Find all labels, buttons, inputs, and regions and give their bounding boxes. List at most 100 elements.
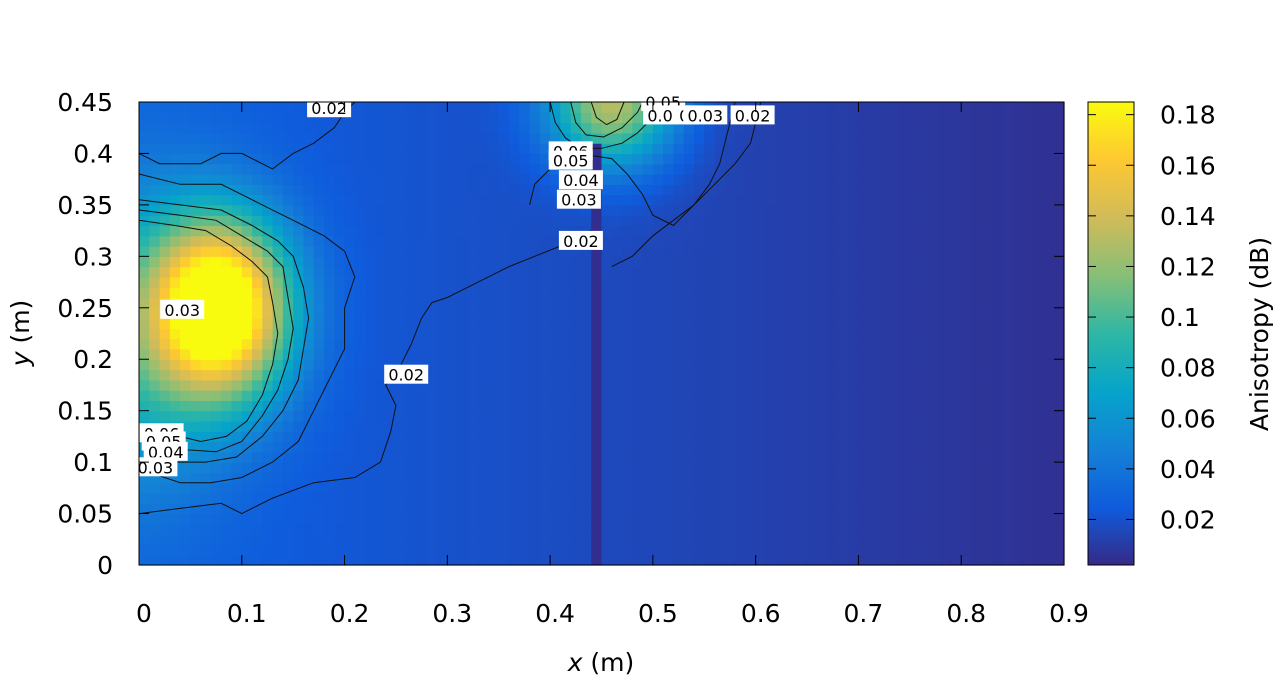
heatmap-cell <box>817 328 829 340</box>
heatmap-cell <box>940 390 952 401</box>
heatmap-cell <box>950 400 962 412</box>
heatmap-cell <box>550 441 561 453</box>
heatmap-cell <box>139 122 150 134</box>
heatmap-cell <box>858 472 870 484</box>
heatmap-cell <box>879 338 890 350</box>
heatmap-cell <box>447 420 459 432</box>
heatmap-cell <box>1033 215 1045 227</box>
heatmap-cell <box>478 122 490 134</box>
heatmap-cell <box>190 112 202 124</box>
heatmap-cell <box>437 246 448 257</box>
heatmap-cell <box>293 163 305 175</box>
heatmap-cell <box>755 338 767 350</box>
heatmap-cell <box>765 307 777 319</box>
heatmap-cell <box>580 379 592 391</box>
heatmap-cell <box>519 297 531 309</box>
heatmap-cell <box>1002 554 1014 566</box>
heatmap-cell <box>426 390 438 401</box>
plot-border <box>138 101 1065 566</box>
heatmap-cell <box>1012 534 1024 546</box>
heatmap-cell <box>221 503 233 515</box>
heatmap-cell <box>755 554 767 566</box>
heatmap-cell <box>663 204 675 216</box>
heatmap-cell <box>539 132 551 144</box>
contour-label: 0.04 <box>143 441 188 462</box>
heatmap-cell <box>580 338 592 350</box>
heatmap-cell <box>498 420 510 432</box>
heatmap-cell <box>529 523 541 535</box>
heatmap-cell <box>282 184 294 196</box>
heatmap-cell <box>632 410 644 422</box>
heatmap-cell <box>416 348 428 360</box>
heatmap-cell <box>879 194 890 206</box>
heatmap-cell <box>139 256 150 268</box>
heatmap-cell <box>837 297 849 309</box>
heatmap-cell <box>303 307 315 319</box>
heatmap-cell <box>570 132 582 144</box>
heatmap-cell <box>488 318 500 329</box>
heatmap-cell <box>395 276 407 288</box>
heatmap-cell <box>231 410 243 422</box>
heatmap-cell <box>848 441 860 453</box>
heatmap-cell <box>478 431 490 443</box>
heatmap-cell <box>930 472 942 484</box>
heatmap-cell <box>683 513 695 525</box>
heatmap-cell <box>1002 420 1014 432</box>
heatmap-cell <box>899 266 911 278</box>
heatmap-cell <box>313 523 325 535</box>
heatmap-cell <box>200 482 212 494</box>
heatmap-cell <box>868 112 880 124</box>
heatmap-cell <box>714 318 726 329</box>
heatmap-cell <box>200 184 212 196</box>
heatmap-cell <box>467 369 479 381</box>
heatmap-cell <box>704 431 716 443</box>
heatmap-cell <box>159 163 171 175</box>
heatmap-cell <box>447 307 459 319</box>
heatmap-cell <box>406 132 418 144</box>
heatmap-cell <box>663 256 675 268</box>
heatmap-cell <box>868 431 880 443</box>
heatmap-cell <box>663 503 675 515</box>
heatmap-cell <box>663 246 675 257</box>
heatmap-cell <box>673 318 685 329</box>
heatmap-cell <box>395 534 407 546</box>
heatmap-cell <box>920 225 931 237</box>
heatmap-cell <box>1043 379 1055 391</box>
heatmap-cell <box>344 390 356 401</box>
heatmap-cell <box>724 462 736 473</box>
heatmap-cell <box>683 390 695 401</box>
heatmap-cell <box>837 215 849 227</box>
heatmap-cell <box>498 297 510 309</box>
heatmap-cell <box>354 204 366 216</box>
heatmap-cell <box>889 328 901 340</box>
heatmap-cell <box>817 153 829 165</box>
heatmap-cell <box>426 235 438 247</box>
heatmap-cell <box>837 194 849 206</box>
heatmap-cell <box>447 194 459 206</box>
heatmap-cell <box>920 246 931 257</box>
heatmap-cell <box>663 318 675 329</box>
heatmap-cell <box>560 451 572 463</box>
heatmap-cell <box>611 338 623 350</box>
heatmap-cell <box>550 348 561 360</box>
heatmap-cell <box>1033 431 1045 443</box>
heatmap-cell <box>704 256 716 268</box>
heatmap-cell <box>488 276 500 288</box>
heatmap-cell <box>899 122 911 134</box>
heatmap-cell <box>509 338 520 350</box>
heatmap-cell <box>673 276 685 288</box>
heatmap-cell <box>159 318 171 329</box>
heatmap-cell <box>889 359 901 371</box>
heatmap-cell <box>889 523 901 535</box>
heatmap-cell <box>622 174 633 185</box>
heatmap-cell <box>909 215 921 227</box>
heatmap-cell <box>745 132 757 144</box>
heatmap-cell <box>848 462 860 473</box>
heatmap-cell <box>796 441 808 453</box>
heatmap-cell <box>1043 276 1055 288</box>
heatmap-cell <box>909 132 921 144</box>
heatmap-cell <box>652 431 664 443</box>
heatmap-cell <box>909 338 921 350</box>
heatmap-cell <box>961 554 973 566</box>
heatmap-cell <box>632 307 644 319</box>
